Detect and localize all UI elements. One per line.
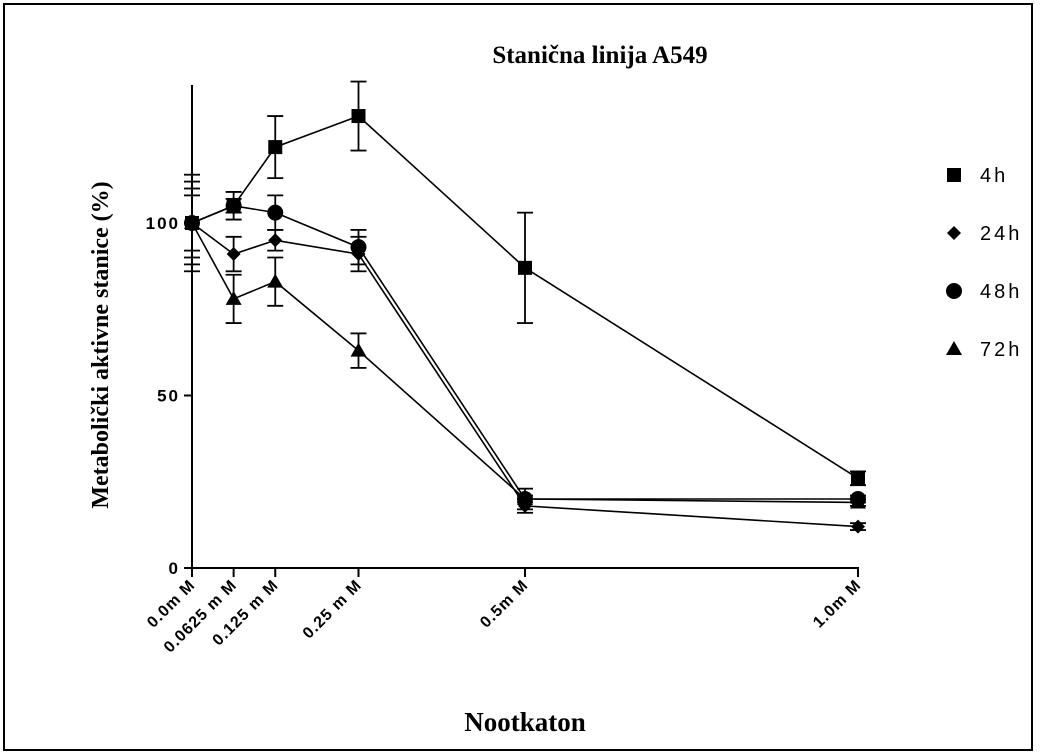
data-point-72h (517, 491, 533, 505)
x-tick-label: 0.0625 m M (161, 577, 240, 656)
data-point-4h (351, 109, 366, 124)
y-axis-label: Metabolički aktivne stanice (%) (88, 181, 114, 508)
chart-title: Stanična linija A549 (492, 42, 707, 69)
data-point-48h (225, 197, 242, 214)
data-point-4h (518, 260, 532, 275)
y-tick-label: 100 (146, 214, 180, 233)
chart-canvas: Stanična linija A549 0 50 100 Metabolički ak… (88, 42, 1022, 737)
data-point-72h (267, 273, 284, 288)
chart-frame: Stanična linija A549 0 50 100 Metabolički ak… (3, 3, 1033, 751)
y-tick-label: 50 (157, 387, 180, 406)
series-line-72h (191, 222, 859, 504)
y-tick-label: 0 (169, 559, 180, 578)
legend-marker-72h (946, 341, 962, 355)
data-point-72h (850, 494, 866, 509)
data-point-72h (184, 215, 200, 229)
data-point-24h (268, 233, 283, 248)
data-point-48h (267, 204, 284, 221)
data-point-24h (851, 519, 865, 534)
data-point-24h (226, 247, 241, 262)
legend-label-48h: 48h (980, 281, 1022, 303)
x-tick-label: 0.5m M (477, 577, 532, 632)
x-tick-label: 0.25 m M (300, 577, 365, 642)
series-line-24h (191, 222, 859, 528)
legend-label-72h: 72h (980, 339, 1022, 361)
data-point-72h (350, 342, 367, 357)
x-axis-label: Nootkaton (464, 707, 586, 737)
legend-marker-4h (947, 168, 961, 182)
legend-label-4h: 4h (980, 165, 1008, 187)
legend-marker-24h (947, 226, 961, 240)
data-point-72h (225, 290, 242, 305)
legend-marker-48h (946, 283, 962, 299)
data-point-48h (350, 239, 367, 256)
data-point-4h (851, 471, 865, 486)
legend-label-24h: 24h (980, 223, 1022, 245)
data-point-4h (268, 140, 283, 155)
x-tick-label: 1.0m M (810, 577, 865, 632)
